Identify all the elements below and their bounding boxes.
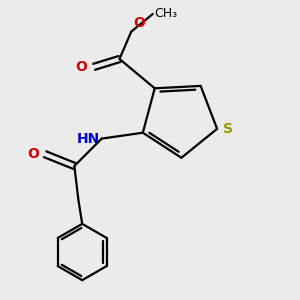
Text: O: O — [133, 16, 145, 30]
Text: CH₃: CH₃ — [155, 7, 178, 20]
Text: S: S — [223, 122, 233, 136]
Text: HN: HN — [76, 132, 100, 145]
Text: O: O — [75, 60, 87, 74]
Text: O: O — [27, 147, 39, 161]
